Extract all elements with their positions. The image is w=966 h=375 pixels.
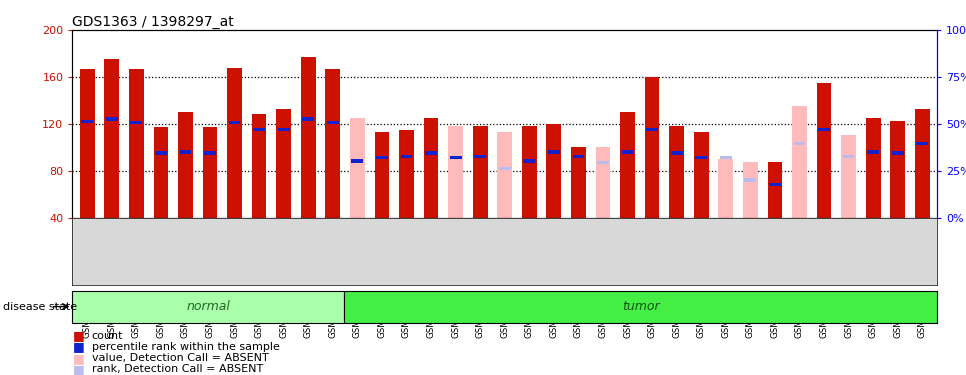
Bar: [448, 126, 463, 218]
Bar: [401, 155, 412, 158]
Bar: [548, 150, 559, 154]
Text: GDS1363 / 1398297_at: GDS1363 / 1398297_at: [72, 15, 234, 29]
Bar: [547, 124, 561, 218]
Bar: [376, 156, 387, 159]
Bar: [769, 183, 781, 186]
Bar: [670, 151, 683, 155]
Bar: [892, 151, 903, 155]
Bar: [866, 118, 881, 218]
Bar: [915, 108, 929, 217]
Bar: [106, 117, 118, 121]
Bar: [768, 162, 782, 218]
Bar: [278, 128, 290, 131]
Bar: [842, 155, 855, 158]
Bar: [720, 156, 731, 159]
Bar: [252, 114, 267, 218]
Bar: [573, 155, 584, 158]
Bar: [203, 127, 217, 218]
Bar: [524, 159, 535, 163]
Text: value, Detection Call = ABSENT: value, Detection Call = ABSENT: [92, 353, 269, 363]
Bar: [622, 150, 634, 154]
Text: disease state: disease state: [3, 302, 77, 312]
Bar: [253, 128, 265, 131]
Bar: [891, 122, 905, 218]
Bar: [327, 121, 339, 124]
Bar: [399, 130, 413, 218]
Bar: [917, 142, 928, 146]
Bar: [352, 159, 363, 163]
Bar: [743, 162, 757, 218]
Bar: [344, 291, 937, 322]
Bar: [646, 128, 658, 131]
Bar: [497, 132, 512, 218]
Bar: [620, 112, 635, 218]
Bar: [841, 135, 856, 218]
Bar: [498, 166, 511, 170]
Bar: [227, 68, 242, 218]
Bar: [794, 142, 806, 146]
Bar: [472, 126, 488, 218]
Bar: [300, 57, 316, 217]
Bar: [326, 69, 340, 218]
Text: ■: ■: [72, 363, 84, 375]
Bar: [644, 77, 660, 218]
Text: normal: normal: [186, 300, 230, 313]
Bar: [792, 106, 807, 218]
Bar: [596, 147, 611, 218]
Bar: [696, 156, 707, 159]
Text: rank, Detection Call = ABSENT: rank, Detection Call = ABSENT: [92, 364, 263, 374]
Bar: [719, 159, 733, 218]
Text: ■: ■: [72, 329, 84, 342]
Bar: [180, 150, 191, 154]
Bar: [154, 127, 168, 218]
Text: count: count: [92, 331, 124, 340]
Bar: [178, 112, 193, 218]
Text: percentile rank within the sample: percentile rank within the sample: [92, 342, 279, 352]
Bar: [80, 69, 95, 218]
Bar: [350, 118, 365, 218]
Bar: [818, 128, 830, 131]
Bar: [745, 178, 756, 182]
Bar: [669, 126, 684, 218]
Text: tumor: tumor: [622, 300, 660, 313]
Bar: [204, 151, 215, 155]
Bar: [155, 151, 167, 155]
Bar: [130, 121, 142, 124]
Bar: [128, 69, 144, 218]
Bar: [104, 59, 119, 217]
Bar: [867, 150, 879, 154]
Bar: [597, 160, 609, 164]
Bar: [424, 118, 439, 218]
Text: ■: ■: [72, 340, 84, 353]
Text: ■: ■: [72, 352, 84, 364]
Bar: [81, 120, 93, 123]
Bar: [425, 151, 437, 155]
Bar: [276, 108, 291, 217]
Bar: [302, 117, 314, 121]
Bar: [72, 291, 344, 322]
Bar: [522, 126, 537, 218]
Bar: [816, 83, 832, 218]
Bar: [694, 132, 709, 218]
Bar: [571, 147, 585, 218]
Bar: [375, 132, 389, 218]
Bar: [474, 155, 486, 158]
Bar: [229, 121, 241, 124]
Bar: [450, 156, 462, 159]
